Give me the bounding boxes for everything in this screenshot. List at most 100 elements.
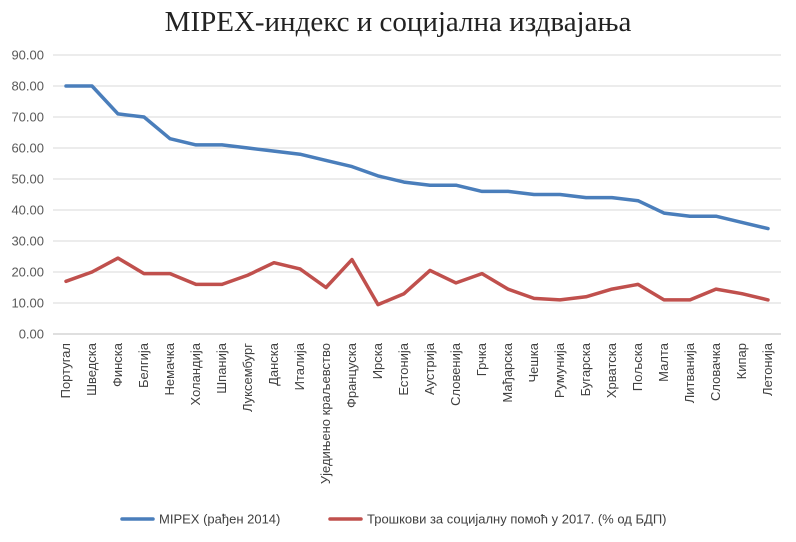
x-tick-label: Немачка [162, 342, 177, 395]
data-point [246, 273, 250, 277]
data-point [662, 211, 666, 215]
data-point [766, 227, 770, 231]
x-tick-label: Румунија [552, 342, 567, 398]
data-point [766, 298, 770, 302]
data-point [584, 295, 588, 299]
x-tick-label: Литванија [682, 342, 697, 403]
data-point [64, 84, 68, 88]
x-tick-label: Бугарска [578, 342, 593, 396]
x-tick-label: Португал [58, 343, 73, 398]
x-tick-label: Уједињено краљевство [318, 343, 333, 484]
data-point [168, 137, 172, 141]
x-tick-label: Ирска [370, 342, 385, 379]
data-point [194, 143, 198, 147]
data-point [350, 165, 354, 169]
data-point [298, 152, 302, 156]
data-point [376, 303, 380, 307]
x-tick-label: Шпанија [214, 342, 229, 394]
x-tick-label: Аустрија [422, 342, 437, 395]
y-tick-label: 30.00 [11, 234, 44, 249]
data-point [142, 272, 146, 276]
x-tick-label: Пољска [630, 342, 645, 391]
data-point [532, 296, 536, 300]
data-point [610, 287, 614, 291]
x-tick-label: Малта [656, 342, 671, 382]
data-point [480, 189, 484, 193]
y-tick-label: 60.00 [11, 141, 44, 156]
data-point [116, 112, 120, 116]
x-tick-label: Мађарска [500, 342, 515, 402]
data-point [610, 196, 614, 200]
data-point [272, 149, 276, 153]
data-point [220, 143, 224, 147]
data-point [480, 272, 484, 276]
data-point [402, 180, 406, 184]
data-point [584, 196, 588, 200]
series-line-1 [64, 84, 770, 231]
data-point [428, 268, 432, 272]
x-tick-label: Француска [344, 342, 359, 408]
data-point [116, 256, 120, 260]
y-tick-label: 10.00 [11, 296, 44, 311]
data-point [454, 183, 458, 187]
data-point [168, 272, 172, 276]
y-tick-label: 80.00 [11, 79, 44, 94]
data-point [662, 298, 666, 302]
legend-label-1: MIPEX (рађен 2014) [159, 512, 280, 527]
x-tick-label: Чешка [526, 342, 541, 382]
x-tick-label: Словенија [448, 342, 463, 406]
data-point [636, 199, 640, 203]
data-point [636, 282, 640, 286]
series-line-2 [64, 256, 770, 307]
x-tick-label: Кипар [734, 343, 749, 379]
data-point [194, 282, 198, 286]
y-tick-label: 40.00 [11, 203, 44, 218]
data-point [90, 270, 94, 274]
data-point [506, 287, 510, 291]
y-tick-label: 50.00 [11, 172, 44, 187]
x-tick-label: Холандија [188, 342, 203, 405]
data-point [350, 258, 354, 262]
y-tick-label: 0.00 [19, 327, 44, 342]
x-tick-label: Шведска [84, 342, 99, 396]
data-point [324, 158, 328, 162]
data-point [454, 281, 458, 285]
data-point [220, 282, 224, 286]
legend-label-2: Трошкови за социјалну помоћ у 2017. (% о… [367, 512, 667, 527]
data-point [324, 286, 328, 289]
data-point [376, 174, 380, 178]
data-point [558, 298, 562, 302]
y-tick-label: 20.00 [11, 265, 44, 280]
x-tick-label: Хрватска [604, 342, 619, 398]
data-point [714, 287, 718, 291]
x-tick-label: Грчка [474, 342, 489, 376]
x-tick-label: Летонија [760, 342, 775, 396]
x-tick-label: Финска [110, 342, 125, 387]
x-tick-label: Данска [266, 342, 281, 386]
data-point [532, 193, 536, 196]
data-point [402, 292, 406, 296]
data-point [740, 292, 744, 296]
x-tick-label: Белгија [136, 342, 151, 388]
y-tick-label: 90.00 [11, 48, 44, 63]
data-point [246, 146, 250, 150]
chart-title: MIPEX-индекс и социјална издвајања [164, 6, 632, 38]
x-tick-label: Италија [292, 342, 307, 390]
data-point [688, 214, 692, 218]
data-point [740, 220, 744, 224]
data-point [558, 193, 562, 196]
data-point [506, 189, 510, 193]
data-point [90, 84, 94, 88]
x-tick-label: Луксембург [240, 343, 255, 412]
data-point [298, 267, 302, 271]
data-point [714, 214, 718, 218]
data-point [688, 298, 692, 302]
data-point [428, 183, 432, 187]
x-tick-label: Естонија [396, 342, 411, 395]
data-point [272, 261, 276, 265]
y-tick-label: 70.00 [11, 110, 44, 125]
data-point [64, 279, 68, 283]
x-tick-label: Словачка [708, 342, 723, 401]
data-point [142, 115, 146, 119]
